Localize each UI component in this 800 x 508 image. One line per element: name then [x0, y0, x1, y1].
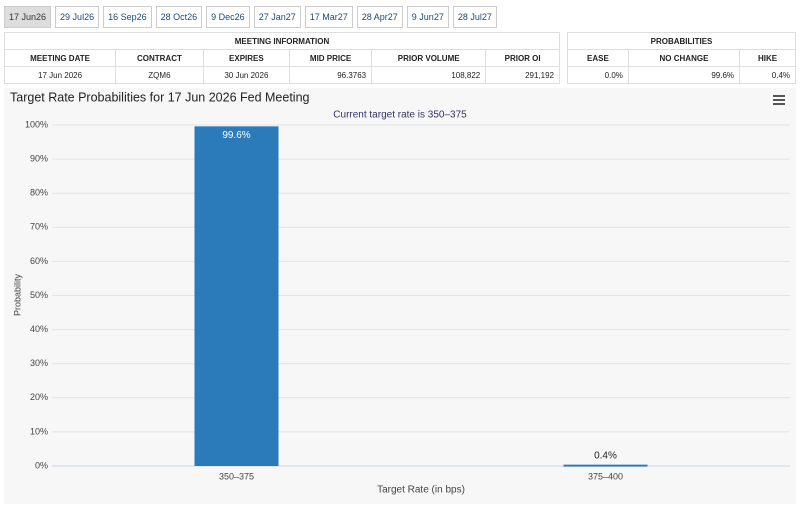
meeting-tab[interactable]: 28 Apr27 — [356, 6, 403, 28]
header-row: MEETING DATE CONTRACT EXPIRES MID PRICE PRIO… — [3, 49, 560, 67]
y-tick-label: 80% — [30, 188, 48, 198]
meeting-info-table: MEETING INFORMATION MEETING DATE CONTRACT E… — [3, 32, 560, 84]
table-cell: 0.0% — [567, 66, 629, 84]
column-header: MEETING DATE — [3, 49, 117, 67]
y-tick-label: 60% — [30, 256, 48, 266]
meeting-tab[interactable]: 17 Jun26 — [4, 6, 52, 28]
header-row: EASE NO CHANGE HIKE — [567, 49, 796, 67]
meeting-tab[interactable]: 28 Oct26 — [155, 6, 203, 28]
x-axis-label: Target Rate (in bps) — [377, 485, 465, 496]
column-header: EXPIRES — [202, 49, 291, 67]
table-cell: 108,822 — [371, 66, 487, 84]
title-row: PROBABILITIES — [567, 32, 796, 50]
meeting-tab[interactable]: 9 Dec26 — [206, 6, 250, 28]
y-tick-label: 70% — [30, 222, 48, 232]
table-cell: 99.6% — [627, 66, 741, 84]
title-row: MEETING INFORMATION — [4, 32, 560, 50]
chart: Target Rate Probabilities for 17 Jun 202… — [4, 88, 796, 504]
column-header: NO CHANGE — [627, 49, 741, 67]
chart-subtitle: Current target rate is 350–375 — [333, 110, 467, 121]
bar — [563, 464, 648, 467]
table-title: MEETING INFORMATION — [4, 32, 560, 50]
x-tick-label: 350–375 — [219, 471, 254, 481]
chart-title: Target Rate Probabilities for 17 Jun 202… — [10, 90, 310, 104]
y-tick-label: 20% — [30, 392, 48, 402]
y-tick-label: 100% — [25, 119, 48, 129]
probabilities-table: PROBABILITIES EASE NO CHANGE HIKE 0.0% 99.6% 0… — [567, 32, 796, 84]
x-tick-label: 375–400 — [588, 471, 623, 481]
bar — [194, 126, 279, 466]
table-cell: 30 Jun 2026 — [202, 66, 291, 84]
meeting-tab[interactable]: 27 Jan27 — [253, 6, 301, 28]
y-tick-label: 40% — [30, 324, 48, 334]
data-label: 0.4% — [594, 450, 617, 461]
data-label: 99.6% — [222, 130, 250, 141]
column-header: HIKE — [739, 49, 796, 67]
y-tick-label: 90% — [30, 153, 48, 163]
column-header: MID PRICE — [289, 49, 373, 67]
table-cell: 17 Jun 2026 — [3, 66, 117, 84]
y-tick-label: 10% — [30, 426, 48, 436]
tab-bar: 17 Jun26 29 Jul26 16 Sep26 28 Oct26 9 Dec26 2… — [4, 6, 497, 28]
meeting-tab[interactable]: 29 Jul26 — [55, 6, 100, 28]
table-cell: 96.3763 — [289, 66, 373, 84]
y-tick-label: 50% — [30, 290, 48, 300]
y-tick-label: 30% — [30, 358, 48, 368]
meeting-tab[interactable]: 9 Jun27 — [406, 6, 449, 28]
data-row: 0.0% 99.6% 0.4% — [567, 66, 796, 84]
table-cell: 291,192 — [485, 66, 560, 84]
column-header: EASE — [567, 49, 629, 67]
table-title: PROBABILITIES — [567, 32, 796, 50]
data-row: 17 Jun 2026 ZQM6 30 Jun 2026 96.3763 108,822… — [3, 66, 560, 84]
column-header: CONTRACT — [115, 49, 204, 67]
y-axis-label: Probability — [12, 273, 22, 316]
meeting-tab[interactable]: 17 Mar27 — [304, 6, 353, 28]
table-cell: 0.4% — [739, 66, 796, 84]
column-header: PRIOR VOLUME — [371, 49, 487, 67]
menu-button[interactable] — [773, 95, 785, 105]
table-cell: ZQM6 — [115, 66, 204, 84]
meeting-tab[interactable]: 28 Jul27 — [452, 6, 497, 28]
meeting-tab[interactable]: 16 Sep26 — [103, 6, 152, 28]
y-tick-label: 0% — [35, 460, 48, 470]
column-header: PRIOR OI — [485, 49, 560, 67]
